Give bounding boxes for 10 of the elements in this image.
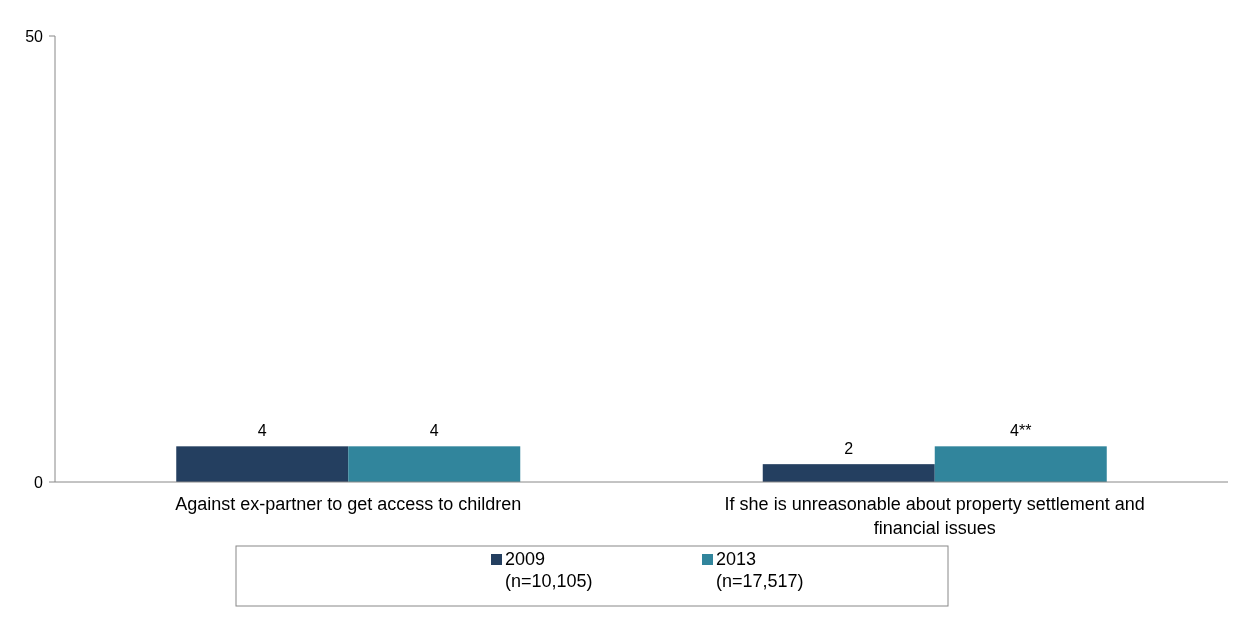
legend-label: 2013 (n=17,517) — [716, 549, 804, 591]
x-tick-label: Against ex-partner to get access to children — [175, 494, 522, 514]
y-tick-label: 50 — [25, 27, 44, 45]
data-label: 4 — [429, 422, 439, 440]
data-label: 4** — [1010, 422, 1032, 440]
data-label: 2 — [844, 440, 854, 458]
data-label: 4 — [257, 422, 267, 440]
x-tick-label: If she is unreasonable about property settlement and financial issues — [724, 494, 1145, 538]
legend-label: 2009 (n=10,105) — [505, 549, 593, 591]
y-tick-label: 0 — [34, 473, 44, 491]
